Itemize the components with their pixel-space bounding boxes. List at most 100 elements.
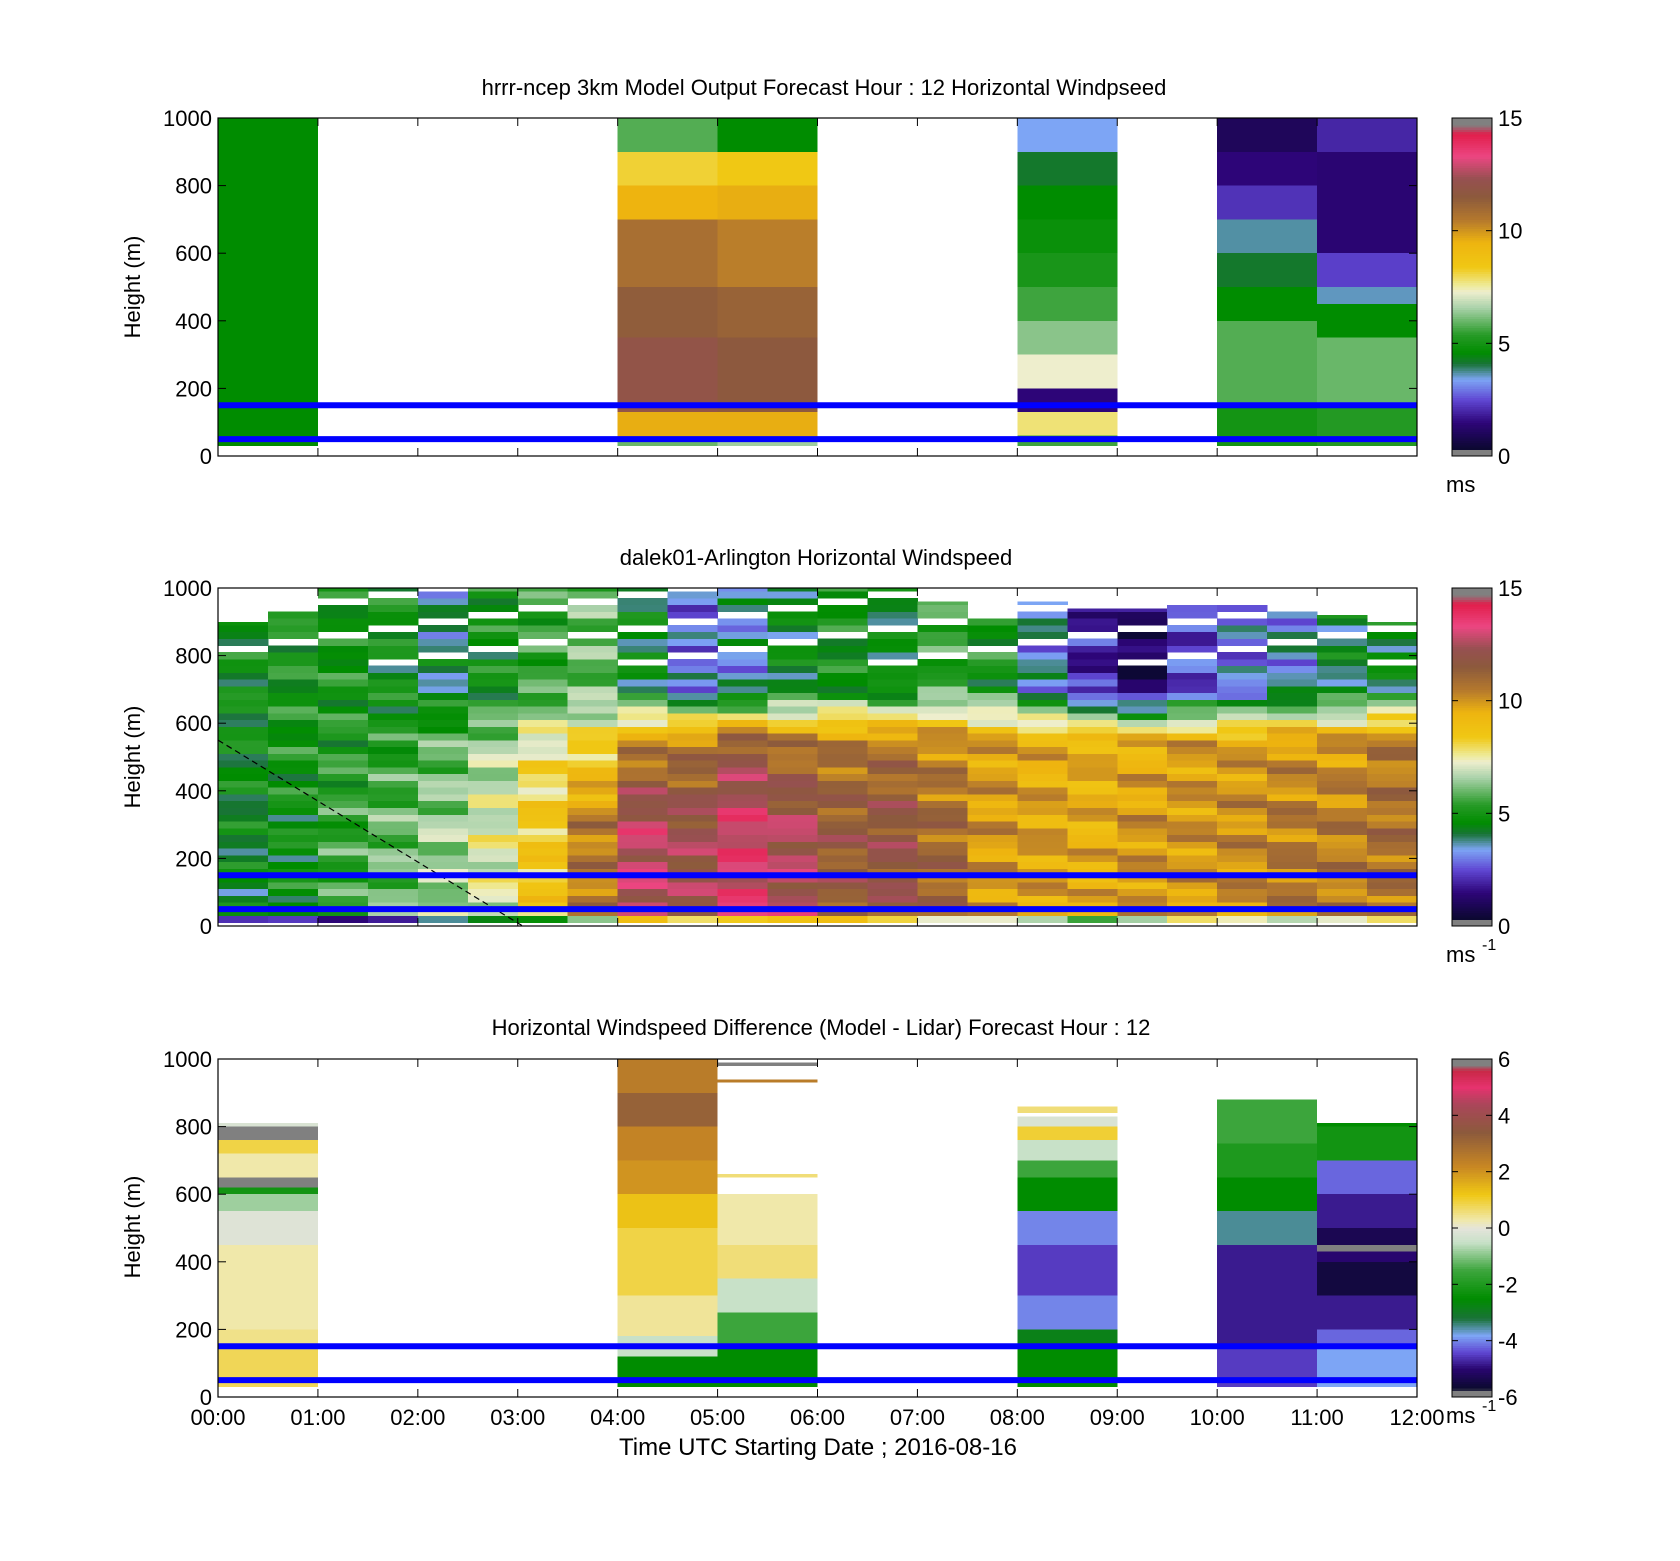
heatmap-cell — [617, 1194, 718, 1228]
heatmap-cell — [867, 895, 918, 903]
heatmap-cell — [367, 699, 419, 707]
heatmap-cell — [867, 875, 918, 883]
colorbar-segment — [1452, 682, 1492, 686]
colorbar-tick-label: -4 — [1498, 1329, 1518, 1354]
colorbar-segment — [1452, 1365, 1492, 1369]
heatmap-cell — [317, 800, 369, 808]
heatmap-cell — [967, 713, 1018, 721]
colorbar-segment — [1452, 341, 1492, 344]
heatmap-cell — [1117, 740, 1168, 748]
heatmap-cell — [218, 895, 269, 903]
heatmap-cell — [1117, 767, 1168, 775]
heatmap-cell — [1217, 652, 1268, 660]
heatmap-cell — [967, 841, 1018, 849]
heatmap-cell — [1367, 672, 1418, 680]
colorbar-frame — [1451, 587, 1493, 927]
colorbar-segment — [1452, 1266, 1492, 1270]
heatmap-cell — [1117, 915, 1168, 923]
panel-lidar-title: dalek01-Arlington Horizontal Windspeed — [620, 545, 1013, 570]
colorbar-segment — [1452, 1297, 1492, 1301]
heatmap-cell — [317, 699, 369, 707]
heatmap-cell — [218, 1244, 318, 1330]
heatmap-cell — [717, 337, 818, 413]
colorbar-segment — [1452, 1164, 1492, 1168]
heatmap-cell — [1017, 1177, 1118, 1212]
heatmap-cell — [517, 902, 569, 910]
colorbar-segment — [1452, 329, 1492, 333]
heatmap-cell — [1167, 855, 1218, 863]
heatmap-cell — [1317, 337, 1417, 406]
heatmap-cell — [517, 740, 569, 748]
heatmap-cell — [667, 706, 719, 714]
heatmap-cell — [317, 848, 369, 856]
colorbar-segment — [1452, 777, 1492, 781]
heatmap-cell — [1017, 888, 1068, 896]
x-tick-label: 08:00 — [990, 1405, 1045, 1430]
colorbar-segment — [1452, 1083, 1492, 1087]
heatmap-cell — [1017, 807, 1068, 815]
heatmap-cell — [1067, 814, 1118, 822]
heatmap-cell — [567, 692, 619, 700]
colorbar-segment — [1452, 1151, 1492, 1155]
heatmap-cell — [1367, 706, 1418, 714]
heatmap-cell — [517, 618, 569, 626]
colorbar-segment — [1452, 138, 1492, 142]
heatmap-cell — [1217, 151, 1318, 186]
heatmap-cell — [1267, 672, 1318, 680]
heatmap-cell — [817, 591, 868, 599]
heatmap-cell — [218, 821, 269, 829]
colorbar-segment — [1452, 316, 1492, 320]
heatmap-cell — [1317, 1329, 1417, 1347]
heatmap-cell — [1217, 1099, 1318, 1144]
heatmap-cell — [1017, 855, 1068, 863]
heatmap-cell — [1167, 909, 1218, 917]
heatmap-cell — [717, 287, 818, 338]
heatmap-cell — [417, 780, 469, 788]
heatmap-cell — [367, 740, 419, 748]
heatmap-cell — [218, 861, 269, 869]
colorbar-segment — [1452, 1198, 1492, 1202]
colorbar-segment — [1452, 160, 1492, 164]
colorbar-segment — [1452, 154, 1492, 157]
colorbar-segment — [1452, 1309, 1492, 1312]
heatmap-cell — [717, 672, 769, 680]
heatmap-cell — [1167, 794, 1218, 802]
colorbar-segment — [1452, 741, 1492, 745]
heatmap-cell — [467, 834, 519, 842]
colorbar-segment — [1452, 651, 1492, 654]
x-tick-label: 00:00 — [190, 1405, 245, 1430]
colorbar-segment — [1452, 404, 1492, 408]
heatmap-cell — [517, 821, 569, 829]
heatmap-cell — [717, 706, 769, 714]
heatmap-cell — [817, 794, 868, 802]
heatmap-cell — [317, 679, 369, 687]
heatmap-cell — [517, 652, 569, 660]
heatmap-cell — [967, 787, 1018, 795]
heatmap-cell — [1117, 645, 1168, 653]
colorbar-segment — [1452, 296, 1492, 299]
heatmap-cell — [1217, 686, 1268, 694]
heatmap-cell — [467, 794, 519, 802]
colorbar-segment — [1452, 815, 1492, 819]
colorbar-segment — [1452, 1061, 1492, 1065]
heatmap-cell — [467, 800, 519, 808]
heatmap-cell — [867, 598, 918, 606]
colorbar-segment — [1452, 684, 1492, 688]
heatmap-cell — [1317, 692, 1368, 700]
heatmap-cell — [717, 151, 818, 186]
heatmap-cell — [267, 848, 319, 856]
heatmap-cell — [467, 875, 519, 883]
heatmap-cell — [917, 767, 968, 775]
colorbar-segment — [1452, 597, 1492, 600]
colorbar-segment — [1452, 727, 1492, 731]
heatmap-cell — [767, 733, 818, 741]
heatmap-cell — [1017, 1106, 1118, 1114]
heatmap-cell — [417, 672, 469, 680]
heatmap-cell — [1317, 679, 1368, 687]
colorbar-segment — [1452, 896, 1492, 900]
colorbar-segment — [1452, 844, 1492, 848]
heatmap-cell — [367, 652, 419, 660]
heatmap-cell — [1117, 608, 1168, 612]
colorbar-segment — [1452, 1113, 1492, 1116]
